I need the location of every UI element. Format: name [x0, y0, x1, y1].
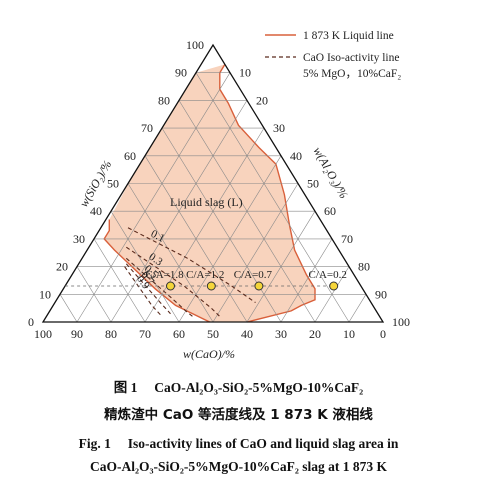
- tick-label-cao: 60: [173, 327, 185, 341]
- triangle-outline: [41, 43, 385, 323]
- caption-line-4: CaO-Al₂O₃-SiO₂-5%MgO-10%CaF₂ slag at 1 8…: [89, 459, 388, 474]
- ca-ratio-label: C/A=0.7: [234, 269, 273, 281]
- tick-label-al2o3: 40: [290, 149, 302, 163]
- tick-label-cao: 80: [105, 327, 117, 341]
- tick-label-cao: 90: [71, 327, 83, 341]
- tick-label-al2o3: 20: [256, 93, 268, 107]
- iso-line-0-5: [125, 257, 193, 317]
- tick-label-sio2: 100: [186, 38, 204, 52]
- tick-label-sio2: 20: [56, 260, 68, 274]
- iso-line-0-1: [127, 227, 256, 304]
- tick-label-al2o3: 90: [375, 287, 387, 301]
- tick-label-sio2: 60: [124, 149, 136, 163]
- caption-line-1: 图 1 CaO-Al₂O₃-SiO₂-5%MgO-10%CaF₂: [113, 380, 364, 395]
- caption-line-3: Fig. 1 Iso-activity lines of CaO and liq…: [78, 436, 399, 451]
- legend-liquid-line-label: 1 873 K Liquid line: [303, 30, 394, 42]
- tick-label-al2o3: 80: [358, 260, 370, 274]
- liquid-region-fill: [104, 64, 315, 323]
- tick-label-al2o3: 30: [273, 121, 285, 135]
- tick-label-sio2: 10: [39, 287, 51, 301]
- grid-line-cao-80: [76, 266, 112, 323]
- triangle-frame: [41, 43, 385, 323]
- ca-ratio-point: [206, 281, 216, 291]
- grid-line-al2o3-80: [314, 266, 350, 323]
- liquid-region-layer: [103, 64, 316, 323]
- tick-label-cao: 100: [34, 327, 52, 341]
- tick-label-sio2: 80: [158, 93, 170, 107]
- ca-ratio-point: [329, 281, 339, 291]
- ca-ratio-label: C/A=1.8: [145, 269, 184, 281]
- tick-label-cao: 0: [380, 327, 386, 341]
- ca-ratio-label: C/A=0.2: [309, 269, 347, 281]
- grid-line-cao-90: [59, 294, 78, 323]
- tick-label-cao: 10: [343, 327, 355, 341]
- ternary-chart: 0.10.30.50.70.9 C/A=1.8 C/A=1.2 C/A=0.7 C/A…: [28, 30, 410, 361]
- grid-line-al2o3-90: [348, 294, 367, 323]
- tick-label-sio2: 90: [175, 66, 187, 80]
- region-label: Liquid slag (L): [170, 195, 243, 209]
- tick-label-sio2: 70: [141, 121, 153, 135]
- ca-ratio-point: [254, 281, 264, 291]
- tick-label-cao: 40: [241, 327, 253, 341]
- legend-iso-line-label: CaO Iso-activity line: [303, 52, 399, 64]
- grid-line-al2o3-70: [280, 238, 333, 323]
- ca-ratio-label: C/A=1.2: [186, 269, 224, 281]
- bottom-axis-label: w(CaO)/%: [183, 347, 235, 361]
- tick-label-sio2: 40: [90, 204, 102, 218]
- grid-line-cao-10: [195, 72, 350, 323]
- tick-label-al2o3: 10: [239, 66, 251, 80]
- tick-label-cao: 50: [207, 327, 219, 341]
- tick-label-al2o3: 100: [392, 315, 410, 329]
- tick-label-cao: 30: [275, 327, 287, 341]
- iso-line-0-3: [125, 246, 221, 317]
- grid-line-al2o3-30: [144, 127, 265, 323]
- caption-line-2: 精炼渣中 CaO 等活度线及 1 873 K 液相线: [104, 407, 373, 423]
- grid-line-al2o3-60: [246, 211, 316, 323]
- ca-ratio-point: [166, 281, 175, 291]
- tick-label-layer: 0 0 10 10 10 20 20 20 30 30 30 40 40 40 50 50 50 60 60 60 70…: [28, 38, 410, 341]
- grid-line-cao-70: [93, 238, 146, 323]
- legend-note: 5% MgO，10%CaF₂: [303, 68, 401, 80]
- grid-line-cao-50: [127, 183, 214, 323]
- iso-line-label: 0.1: [149, 228, 167, 245]
- iso-activity-layer: 0.10.30.50.70.9: [124, 227, 256, 317]
- iso-line-0-7: [125, 263, 171, 315]
- liquid-line-upper: [103, 219, 210, 323]
- grid-line-al2o3-10: [76, 72, 231, 323]
- ca-ratio-layer: C/A=1.8 C/A=1.2 C/A=0.7 C/A=0.2: [65, 269, 347, 291]
- grid-line-al2o3-50: [212, 183, 299, 323]
- grid-line-cao-60: [110, 211, 180, 323]
- right-axis-label: w(Al₂O₃)/%: [310, 145, 351, 201]
- legend: 1 873 K Liquid line CaO Iso-activity lin…: [265, 30, 401, 80]
- tick-label-sio2: 0: [28, 315, 34, 329]
- iso-line-0-9: [124, 266, 163, 317]
- tick-label-cao: 70: [139, 327, 151, 341]
- tick-label-al2o3: 60: [324, 204, 336, 218]
- tick-label-al2o3: 50: [307, 177, 319, 191]
- grid-layer: [59, 72, 367, 323]
- tick-label-sio2: 50: [107, 177, 119, 191]
- liquid-line-lower: [219, 64, 316, 323]
- tick-label-cao: 20: [309, 327, 321, 341]
- tick-label-sio2: 30: [73, 232, 85, 246]
- tick-label-al2o3: 70: [341, 232, 353, 246]
